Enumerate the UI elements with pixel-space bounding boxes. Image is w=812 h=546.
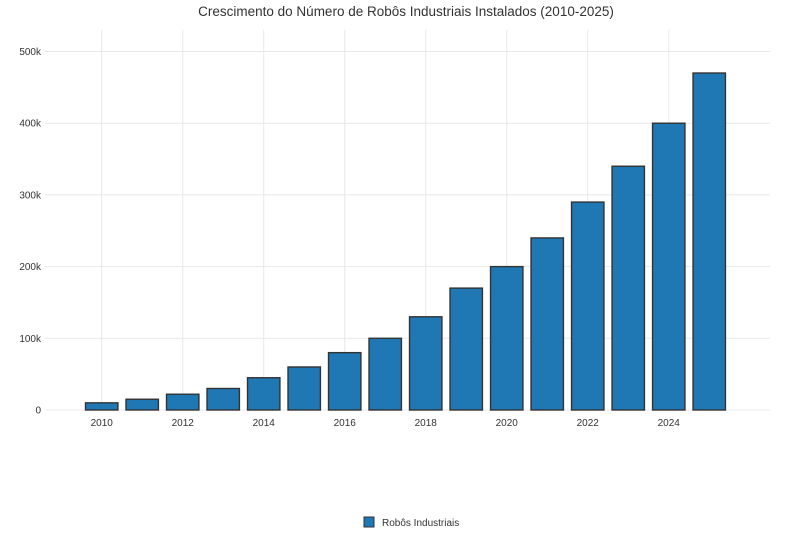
bar-2016[interactable]: [327, 351, 362, 411]
x-tick-label: 2016: [334, 418, 357, 429]
bars: [84, 72, 727, 411]
bar-2015[interactable]: [287, 366, 322, 411]
bar-2021[interactable]: [530, 237, 565, 411]
bar-2025[interactable]: [692, 72, 727, 411]
x-tick-label: 2012: [172, 418, 195, 429]
bar-2012[interactable]: [165, 393, 200, 411]
x-tick-label: 2018: [415, 418, 438, 429]
bar-2013[interactable]: [206, 387, 241, 411]
bar-2020[interactable]: [489, 265, 524, 411]
bar-2010[interactable]: [84, 402, 119, 411]
legend-swatch[interactable]: [363, 516, 375, 528]
bar-2022[interactable]: [570, 201, 605, 411]
x-axis-ticks: 2010 2012 2014 2016 2018 2020 2022 2024: [91, 418, 681, 429]
y-tick-label: 400k: [19, 119, 42, 130]
y-tick-label: 100k: [19, 334, 42, 345]
legend[interactable]: Robôs Industriais: [363, 516, 459, 529]
x-tick-label: 2010: [91, 418, 114, 429]
x-tick-label: 2014: [253, 418, 276, 429]
legend-label[interactable]: Robôs Industriais: [382, 518, 459, 529]
bar-2011[interactable]: [125, 398, 160, 411]
y-tick-label: 500k: [19, 47, 42, 58]
y-tick-label: 200k: [19, 262, 42, 273]
y-axis-ticks: 0 100k 200k 300k 400k 500k: [19, 47, 42, 416]
bar-2018[interactable]: [408, 316, 443, 411]
y-tick-label: 0: [35, 406, 41, 417]
bar-2024[interactable]: [651, 122, 686, 411]
x-tick-label: 2024: [658, 418, 681, 429]
y-tick-label: 300k: [19, 190, 42, 201]
chart-title: Crescimento do Número de Robôs Industria…: [198, 4, 614, 19]
bar-2014[interactable]: [246, 377, 281, 411]
x-tick-label: 2022: [577, 418, 600, 429]
bar-2023[interactable]: [611, 165, 646, 411]
bar-2017[interactable]: [368, 337, 403, 411]
bar-2019[interactable]: [449, 287, 484, 411]
x-tick-label: 2020: [496, 418, 519, 429]
